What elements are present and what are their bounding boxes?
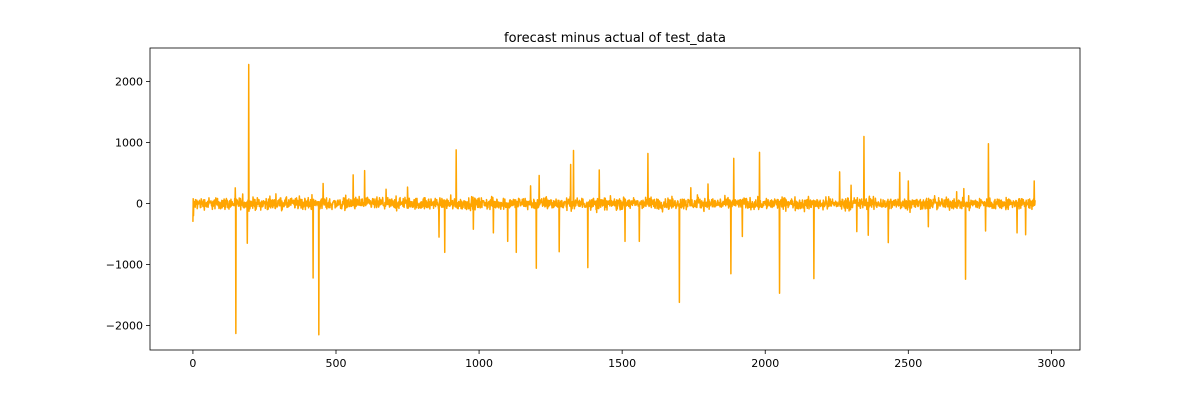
y-tick-label: −2000 [106,320,143,333]
x-tick-label: 1000 [465,357,493,370]
plot-area [192,63,1036,336]
axes-frame [149,47,1081,351]
y-tick-label: 1000 [115,137,143,150]
x-tick-label: 500 [326,357,347,370]
x-tick-label: 0 [189,357,196,370]
series-line [192,63,1036,336]
y-tick-label: 2000 [115,76,143,89]
x-tick-label: 3000 [1037,357,1065,370]
y-tick-label: −1000 [106,259,143,272]
x-tick-label: 2500 [894,357,922,370]
y-tick-label: 0 [136,198,143,211]
chart-title: forecast minus actual of test_data [504,31,726,46]
x-tick-label: 2000 [751,357,779,370]
axes: 0 500 1000 1500 2000 2500 3000 −2000 −1000 0 1000 2… [106,47,1081,370]
x-tick-label: 1500 [608,357,636,370]
